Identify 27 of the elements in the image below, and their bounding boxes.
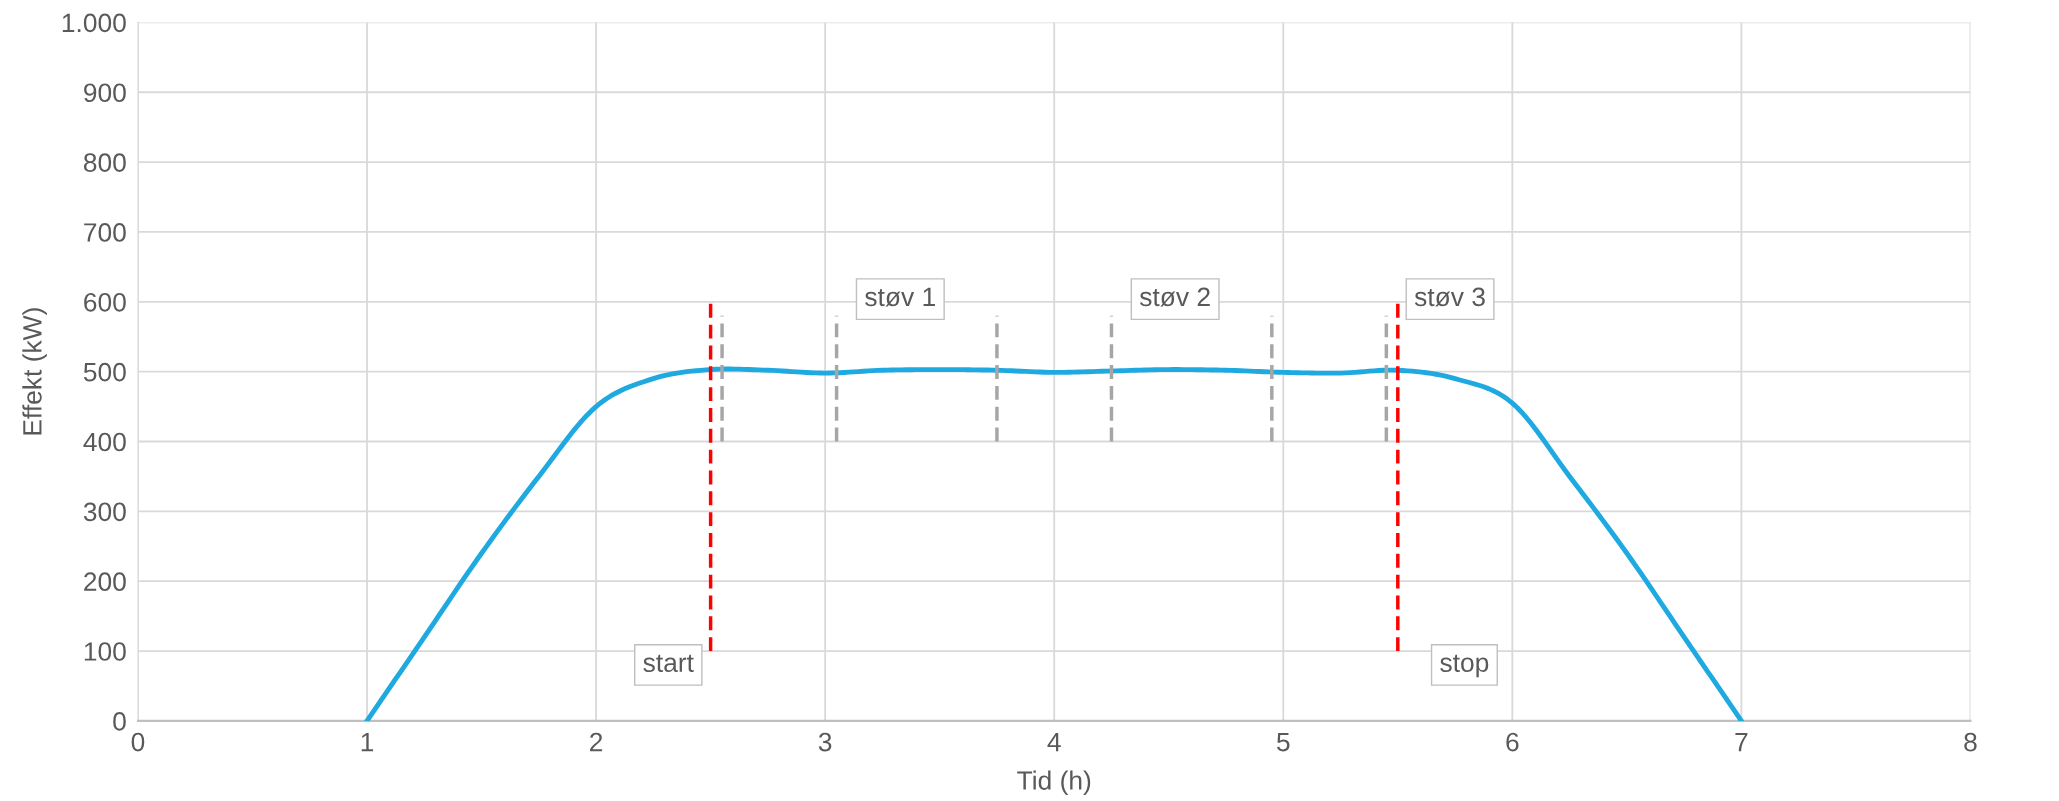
annotation: støv 1 xyxy=(865,287,935,307)
y-tick-label: 300 xyxy=(83,502,126,522)
annotation: start xyxy=(643,654,694,673)
x-tick-label: 3 xyxy=(818,732,832,752)
x-tick-label: 6 xyxy=(1506,732,1519,752)
y-tick-label: 600 xyxy=(84,292,126,312)
annotation: støv 2 xyxy=(1139,287,1210,307)
y-tick-label: 0 xyxy=(113,712,126,731)
x-tick-label: 7 xyxy=(1735,732,1748,752)
y-tick-label: 400 xyxy=(83,432,126,452)
x-tick-label: 2 xyxy=(590,732,603,752)
y-axis-title: Effekt (kW) xyxy=(22,308,47,435)
annotation: stop xyxy=(1440,654,1489,678)
y-tick-label: 700 xyxy=(84,223,126,242)
x-tick-label: 8 xyxy=(1964,732,1977,752)
x-tick-label: 0 xyxy=(131,732,145,752)
x-tick-label: 5 xyxy=(1276,732,1290,752)
y-tick-label: 200 xyxy=(84,572,126,592)
x-tick-label: 4 xyxy=(1047,732,1061,752)
y-tick-label: 800 xyxy=(83,153,126,172)
y-tick-label: 1.000 xyxy=(62,13,126,33)
x-tick-label: 1 xyxy=(361,732,374,752)
y-tick-label: 500 xyxy=(83,362,126,382)
y-tick-label: 900 xyxy=(84,83,126,103)
annotation: støv 3 xyxy=(1414,287,1485,307)
x-axis-title: Tid (h) xyxy=(1017,770,1091,796)
y-tick-label: 100 xyxy=(84,642,126,661)
